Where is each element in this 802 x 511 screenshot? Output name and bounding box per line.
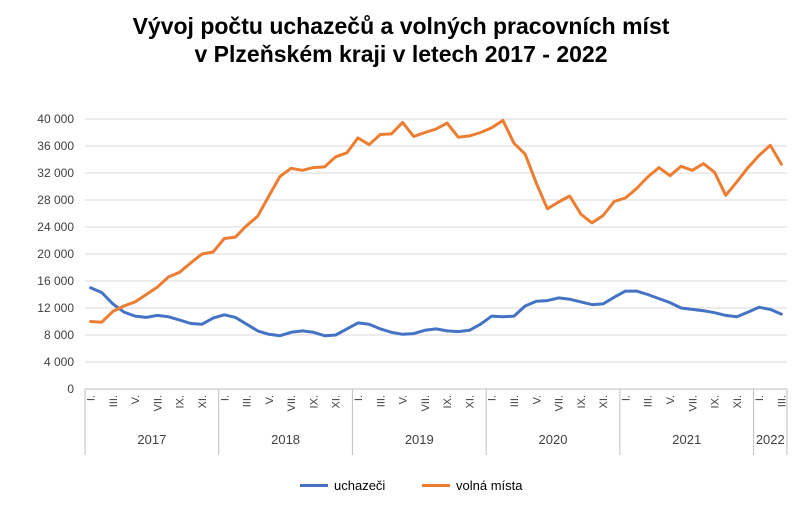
x-tick-label: III.	[375, 395, 387, 407]
x-tick-label: III.	[509, 395, 521, 407]
x-tick-label: III.	[242, 395, 254, 407]
x-tick-label: I.	[219, 395, 231, 401]
x-tick-label: XI.	[197, 395, 209, 408]
x-tick-label: I.	[754, 395, 766, 401]
chart-legend: uchazeči volná místa	[0, 478, 802, 498]
x-tick-label: IX.	[442, 395, 454, 408]
legend-item-volna-mista: volná místa	[422, 478, 522, 493]
x-tick-label: XI.	[598, 395, 610, 408]
x-tick-label: I.	[487, 395, 499, 401]
x-tick-label: IX.	[308, 395, 320, 408]
series-line-volna-mista	[89, 118, 783, 324]
x-tick-label: III.	[643, 395, 655, 407]
x-tick-label: VII.	[687, 395, 699, 412]
y-tick-label: 28 000	[37, 193, 74, 207]
x-tick-label: V.	[130, 395, 142, 404]
y-tick-label: 4 000	[44, 355, 74, 369]
y-tick-label: 0	[67, 382, 74, 396]
x-tick-label: I.	[620, 395, 632, 401]
x-tick-label: XI.	[732, 395, 744, 408]
y-tick-label: 20 000	[37, 247, 74, 261]
x-tick-label: XI.	[464, 395, 476, 408]
x-tick-label: VII.	[420, 395, 432, 412]
x-tick-label: V.	[531, 395, 543, 404]
y-tick-label: 24 000	[37, 220, 74, 234]
y-tick-label: 12 000	[37, 301, 74, 315]
legend-swatch-volna-mista	[422, 484, 450, 487]
year-label: 2017	[137, 432, 166, 447]
x-tick-label: III.	[776, 395, 788, 407]
legend-swatch-uchazeci	[300, 484, 328, 487]
chart-title-line1: Vývoj počtu uchazečů a volných pracovníc…	[132, 13, 670, 39]
x-tick-label: XI.	[331, 395, 343, 408]
x-tick-label: VII.	[286, 395, 298, 412]
x-tick-label: IX.	[710, 395, 722, 408]
series-line-uchazeci	[89, 286, 783, 338]
line-chart: 0 4 000 8 000 12 000 16 000 20 000 24 000 28 00…	[37, 112, 788, 455]
x-tick-label: VII.	[554, 395, 566, 412]
legend-label-uchazeci: uchazeči	[334, 478, 386, 493]
year-label: 2020	[539, 432, 568, 447]
x-tick-label: V.	[398, 395, 410, 404]
x-tick-label: VII.	[152, 395, 164, 412]
y-tick-label: 36 000	[37, 139, 74, 153]
year-label: 2018	[271, 432, 300, 447]
x-tick-label: I.	[353, 395, 365, 401]
x-tick-label: IX.	[175, 395, 187, 408]
y-tick-label: 8 000	[44, 328, 74, 342]
legend-item-uchazeci: uchazeči	[300, 478, 385, 493]
x-tick-label: V.	[665, 395, 677, 404]
x-tick-label: I.	[86, 395, 98, 401]
x-tick-label: IX.	[576, 395, 588, 408]
x-tick-label: V.	[264, 395, 276, 404]
y-tick-label: 32 000	[37, 166, 74, 180]
y-tick-label: 40 000	[37, 112, 74, 126]
chart-title-line2: v Plzeňském kraji v letech 2017 - 2022	[194, 41, 608, 67]
y-tick-label: 16 000	[37, 274, 74, 288]
legend-label-volna-mista: volná místa	[456, 478, 523, 493]
year-label: 2022	[756, 432, 785, 447]
year-label: 2021	[672, 432, 701, 447]
x-tick-label: III.	[108, 395, 120, 407]
year-label: 2019	[405, 432, 434, 447]
